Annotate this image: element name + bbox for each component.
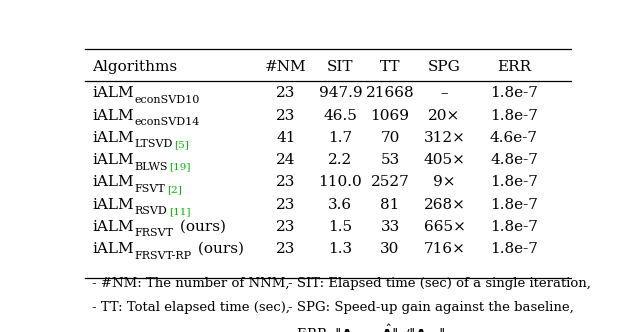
Text: 4.6e-7: 4.6e-7 — [490, 131, 538, 145]
Text: 2527: 2527 — [371, 175, 410, 189]
Text: 716×: 716× — [424, 242, 465, 256]
Text: 23: 23 — [276, 86, 296, 100]
Text: 23: 23 — [276, 175, 296, 189]
Text: 70: 70 — [380, 131, 400, 145]
Text: - #NM: The number of NNM,: - #NM: The number of NNM, — [92, 277, 290, 290]
Text: 4.8e-7: 4.8e-7 — [490, 153, 538, 167]
Text: econSVD14: econSVD14 — [134, 117, 200, 127]
Text: iALM: iALM — [92, 86, 134, 100]
Text: econSVD10: econSVD10 — [134, 95, 200, 105]
Text: FRSVT-RP: FRSVT-RP — [134, 251, 191, 261]
Text: TT: TT — [380, 60, 400, 74]
Text: 1.8e-7: 1.8e-7 — [490, 86, 538, 100]
Text: [2]: [2] — [167, 185, 182, 194]
Text: 33: 33 — [380, 220, 399, 234]
Text: (ours): (ours) — [175, 220, 226, 234]
Text: 1.7: 1.7 — [328, 131, 353, 145]
Text: [19]: [19] — [170, 163, 191, 172]
Text: 81: 81 — [380, 198, 400, 211]
Text: 1.8e-7: 1.8e-7 — [490, 175, 538, 189]
Text: 24: 24 — [276, 153, 296, 167]
Text: iALM: iALM — [92, 175, 134, 189]
Text: FSVT: FSVT — [134, 184, 165, 194]
Text: 9×: 9× — [433, 175, 456, 189]
Text: 23: 23 — [276, 220, 296, 234]
Text: 1.8e-7: 1.8e-7 — [490, 242, 538, 256]
Text: - ERR: $\|\mathbf{A}_{GT} - \hat{\mathbf{A}}\|_F/\|\mathbf{A}_{GT}\|_F$.: - ERR: $\|\mathbf{A}_{GT} - \hat{\mathbf… — [288, 323, 456, 332]
Text: 1.8e-7: 1.8e-7 — [490, 220, 538, 234]
Text: 268×: 268× — [424, 198, 465, 211]
Text: iALM: iALM — [92, 198, 134, 211]
Text: 23: 23 — [276, 198, 296, 211]
Text: 1.8e-7: 1.8e-7 — [490, 109, 538, 123]
Text: 53: 53 — [380, 153, 399, 167]
Text: FRSVT: FRSVT — [134, 228, 173, 238]
Text: 3.6: 3.6 — [328, 198, 353, 211]
Text: 1.8e-7: 1.8e-7 — [490, 198, 538, 211]
Text: 41: 41 — [276, 131, 296, 145]
Text: SIT: SIT — [327, 60, 354, 74]
Text: BLWS: BLWS — [134, 162, 168, 172]
Text: 2.2: 2.2 — [328, 153, 353, 167]
Text: [5]: [5] — [174, 140, 189, 149]
Text: 46.5: 46.5 — [323, 109, 357, 123]
Text: [11]: [11] — [169, 207, 190, 216]
Text: –: – — [441, 86, 449, 100]
Text: #NM: #NM — [265, 60, 307, 74]
Text: iALM: iALM — [92, 131, 134, 145]
Text: - TT: Total elapsed time (sec),: - TT: Total elapsed time (sec), — [92, 301, 291, 314]
Text: 1069: 1069 — [371, 109, 410, 123]
Text: 405×: 405× — [424, 153, 465, 167]
Text: SPG: SPG — [428, 60, 461, 74]
Text: 23: 23 — [276, 242, 296, 256]
Text: iALM: iALM — [92, 109, 134, 123]
Text: 21668: 21668 — [365, 86, 414, 100]
Text: 1.3: 1.3 — [328, 242, 353, 256]
Text: ERR: ERR — [497, 60, 531, 74]
Text: LTSVD: LTSVD — [134, 139, 173, 149]
Text: Algorithms: Algorithms — [92, 60, 177, 74]
Text: RSVD: RSVD — [134, 206, 167, 216]
Text: 1.5: 1.5 — [328, 220, 353, 234]
Text: iALM: iALM — [92, 242, 134, 256]
Text: - SIT: Elapsed time (sec) of a single iteration,: - SIT: Elapsed time (sec) of a single it… — [288, 277, 591, 290]
Text: 110.0: 110.0 — [319, 175, 362, 189]
Text: 20×: 20× — [428, 109, 461, 123]
Text: 30: 30 — [380, 242, 400, 256]
Text: 665×: 665× — [424, 220, 465, 234]
Text: - SPG: Speed-up gain against the baseline,: - SPG: Speed-up gain against the baselin… — [288, 301, 574, 314]
Text: iALM: iALM — [92, 153, 134, 167]
Text: 23: 23 — [276, 109, 296, 123]
Text: 947.9: 947.9 — [319, 86, 362, 100]
Text: 312×: 312× — [424, 131, 465, 145]
Text: iALM: iALM — [92, 220, 134, 234]
Text: (ours): (ours) — [193, 242, 244, 256]
